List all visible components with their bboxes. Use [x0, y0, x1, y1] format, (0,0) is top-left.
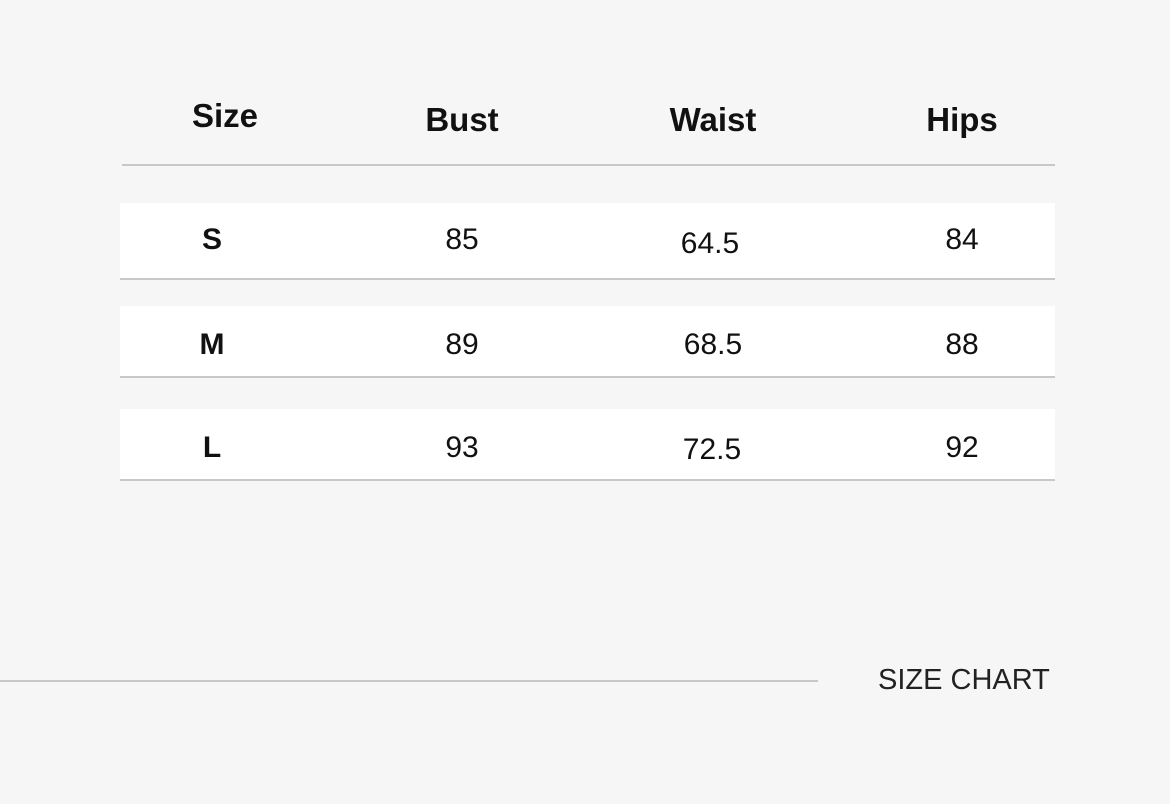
hips-cell: 92	[945, 431, 979, 464]
bust-cell: 89	[445, 328, 479, 361]
header-hips: Hips	[926, 101, 998, 138]
hips-cell: 84	[945, 223, 979, 256]
waist-cell: 72.5	[682, 433, 742, 466]
size-cell: S	[201, 223, 223, 256]
size-cell: M	[199, 328, 225, 361]
footer-divider	[0, 680, 818, 682]
header-size: Size	[191, 97, 259, 134]
table-row: S 85 64.5 84	[120, 203, 1055, 280]
size-cell: L	[202, 431, 222, 464]
header-divider	[122, 164, 1055, 166]
size-chart-label: SIZE CHART	[878, 664, 1050, 696]
waist-cell: 64.5	[680, 227, 740, 260]
header-waist: Waist	[669, 101, 757, 138]
waist-cell: 68.5	[683, 328, 743, 361]
table-row: M 89 68.5 88	[120, 306, 1055, 378]
header-bust: Bust	[425, 101, 499, 138]
table-row: L 93 72.5 92	[120, 409, 1055, 481]
bust-cell: 93	[445, 431, 479, 464]
bust-cell: 85	[445, 223, 479, 256]
hips-cell: 88	[945, 328, 979, 361]
